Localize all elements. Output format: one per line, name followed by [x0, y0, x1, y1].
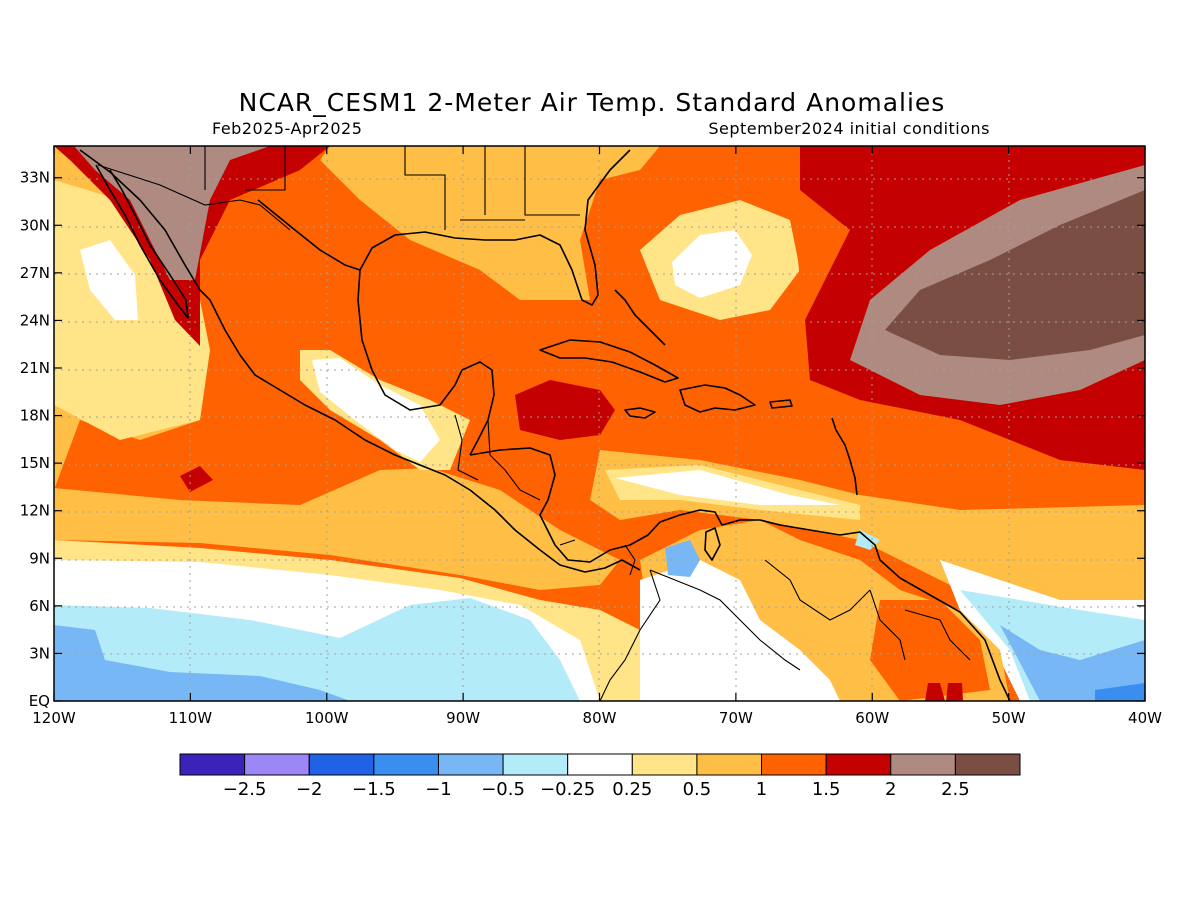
field-white-mexico	[312, 358, 440, 462]
y-tick-label: 15N	[20, 454, 50, 472]
field-white-atlantic	[672, 230, 752, 298]
field-white-band	[615, 470, 840, 505]
coast-maracaibo	[704, 527, 721, 561]
y-tick-label: 24N	[20, 311, 50, 329]
coast-jamaica	[624, 407, 656, 419]
field-orange-us	[320, 146, 660, 300]
coast-cuba	[539, 339, 679, 383]
colorbar-label: 0.25	[612, 779, 652, 800]
x-tick-label: 40W	[1128, 709, 1162, 727]
y-tick-label: 12N	[20, 502, 50, 520]
field-red-guiana-b	[946, 683, 963, 701]
coast-baja	[95, 164, 189, 319]
colorbar-label: −0.5	[481, 779, 525, 800]
anomaly-field	[54, 146, 1145, 701]
y-tick-label: 3N	[29, 644, 50, 662]
map-title: NCAR_CESM1 2-Meter Air Temp. Standard An…	[239, 88, 946, 117]
y-axis: EQ 3N 6N 9N 12N 15N 18N 21N 24N 27N 30N 33N	[20, 169, 1145, 710]
y-tick-label: 18N	[20, 407, 50, 425]
y-tick-label: EQ	[29, 692, 50, 710]
colorbar-label: 0.5	[683, 779, 712, 800]
x-tick-label: 80W	[583, 709, 617, 727]
initial-conditions: September2024 initial conditions	[708, 119, 990, 138]
field-white-baja	[80, 240, 138, 320]
coastlines	[79, 149, 1011, 701]
border-us-states	[204, 146, 580, 230]
colorbar-swatch	[890, 753, 956, 776]
field-pale-blue-trinidad	[855, 530, 880, 550]
coast-hispaniola	[679, 384, 756, 413]
y-tick-label: 6N	[29, 597, 50, 615]
field-blue-atlantic	[1000, 625, 1145, 701]
x-tick-label: 50W	[992, 709, 1026, 727]
field-orange-guiana	[870, 600, 990, 701]
x-axis: 120W 110W 100W 90W 80W 70W 60W 50W 40W	[32, 146, 1162, 727]
colorbar-swatch	[179, 753, 246, 776]
x-tick-label: 120W	[32, 709, 76, 727]
colorbar-label: 1.5	[812, 779, 841, 800]
field-brown-atlantic	[885, 190, 1145, 360]
y-tick-label: 30N	[20, 216, 50, 234]
colorbar-swatch	[308, 753, 375, 776]
colorbar-swatch	[373, 753, 439, 776]
colorbar-swatch	[437, 753, 504, 776]
x-tick-label: 60W	[855, 709, 889, 727]
border-us-mexico	[97, 164, 291, 231]
border-south-america	[599, 559, 971, 701]
coast-gulf-west-yucatan	[357, 269, 495, 456]
y-tick-label: 9N	[29, 549, 50, 567]
colorbar-swatch	[954, 753, 1021, 776]
colorbar-swatch	[761, 753, 827, 776]
colorbar-label: 2.5	[941, 779, 970, 800]
coast-pacific-mexico	[79, 149, 641, 573]
colorbar-label: −1.5	[352, 779, 396, 800]
x-tick-label: 100W	[305, 709, 349, 727]
field-orange-pacific	[54, 468, 620, 590]
colorbar-swatch	[502, 753, 569, 776]
field-darker-blue-atlantic	[1095, 683, 1145, 701]
coast-gulf-north	[257, 149, 631, 306]
field-white-south-america	[640, 560, 840, 701]
y-tick-label: 33N	[20, 169, 50, 187]
colorbar-label: −0.25	[540, 779, 595, 800]
x-tick-label: 90W	[446, 709, 480, 727]
field-mauve-northwest	[74, 146, 270, 280]
colorbar-label: 1	[756, 779, 767, 800]
colorbar-swatch	[244, 753, 310, 776]
y-tick-label: 27N	[20, 264, 50, 282]
colorbar-swatch	[631, 753, 698, 776]
colorbar-label: −1	[425, 779, 452, 800]
coast-lesser-antilles	[831, 417, 858, 496]
colorbar: −2.5 −2 −1.5 −1 −0.5 −0.25 0.25 0.5 1 1.5 2 2.5	[179, 753, 1021, 800]
coast-bahamas	[614, 289, 666, 346]
field-red-pacific-spot	[180, 466, 213, 492]
country-borders	[97, 146, 971, 701]
field-red-caribbean	[515, 380, 615, 440]
colorbar-swatch	[825, 753, 892, 776]
field-orange-atlantic-spot	[1084, 572, 1115, 580]
coast-caribbean-south	[469, 447, 1011, 701]
colorbar-swatch	[696, 753, 763, 776]
x-tick-label: 110W	[169, 709, 213, 727]
forecast-period: Feb2025-Apr2025	[212, 119, 362, 138]
colorbar-label: −2	[296, 779, 323, 800]
field-blue-colombia	[665, 540, 700, 577]
colorbar-swatch	[567, 753, 633, 776]
field-blue	[54, 625, 350, 701]
field-red-guiana-a	[925, 683, 945, 701]
colorbar-label: 2	[885, 779, 896, 800]
border-central-america	[454, 414, 636, 576]
x-tick-label: 70W	[719, 709, 753, 727]
y-tick-label: 21N	[20, 359, 50, 377]
coast-puerto-rico	[769, 399, 793, 409]
colorbar-label: −2.5	[223, 779, 267, 800]
